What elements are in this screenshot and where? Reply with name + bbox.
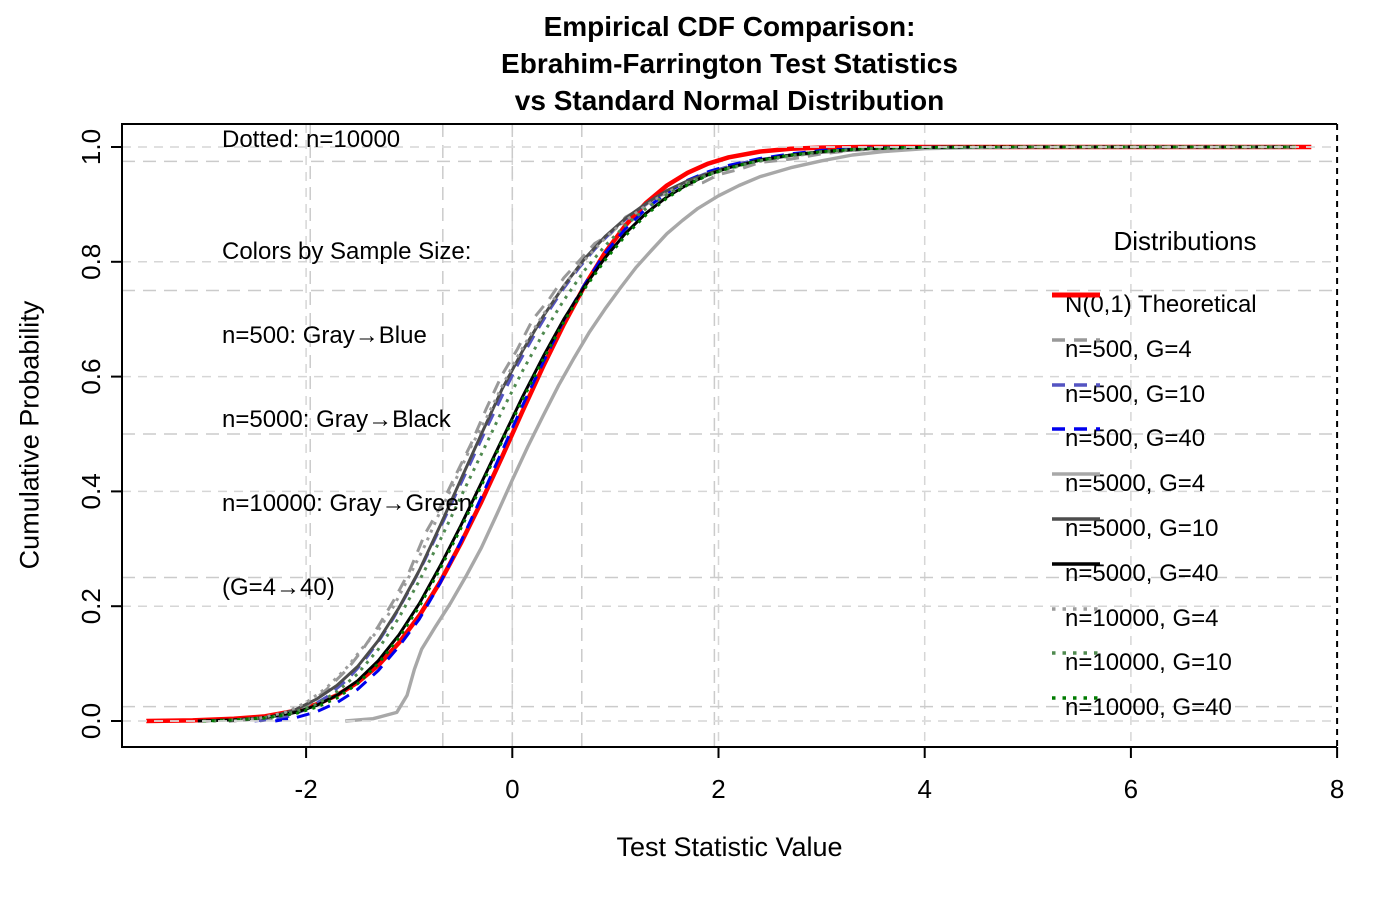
legend-item-n5000_g40: n=5000, G=40 <box>1052 559 1218 589</box>
x-tick-label: -2 <box>295 774 318 804</box>
chart-title-line3: vs Standard Normal Distribution <box>514 85 945 116</box>
legend-item-n10000_g40: n=10000, G=40 <box>1052 693 1232 723</box>
chart-title-line2: Ebrahim-Farrington Test Statistics <box>501 48 958 79</box>
legend-swatch-solid <box>1052 292 1100 298</box>
legend-item-label: n=500, G=10 <box>1065 380 1206 408</box>
legend-item-n10000_g4: n=10000, G=4 <box>1052 604 1218 634</box>
x-tick-label: 8 <box>1330 774 1344 804</box>
legend-swatch-dashed <box>1052 338 1100 342</box>
legend-item-label: n=10000, G=10 <box>1065 649 1232 677</box>
legend-item-n10000_g10: n=10000, G=10 <box>1052 648 1232 678</box>
y-tick-label: 0.4 <box>76 473 106 509</box>
annotation-color-key-line5: (G=4→40) <box>222 574 335 601</box>
legend-item-n500_g4: n=500, G=4 <box>1052 335 1192 365</box>
annotation-color-key-line1: Colors by Sample Size: <box>222 238 472 265</box>
legend-swatch-dotted <box>1052 651 1100 656</box>
annotation-color-key-line2: n=500: Gray→Blue <box>222 322 427 349</box>
legend-item-label: n=10000, G=4 <box>1065 604 1219 632</box>
cdf-curve-n10000_g10 <box>213 145 1296 723</box>
x-axis-title: Test Statistic Value <box>616 832 843 862</box>
legend-swatch-dashed <box>1052 382 1100 387</box>
y-axis-title: Cumulative Probability <box>14 300 45 570</box>
y-tick-label: 0.0 <box>76 703 106 739</box>
annotation-color-key-line3: n=5000: Gray→Black <box>222 406 451 433</box>
y-tick-label: 1.0 <box>76 129 106 165</box>
y-tick-label: 0.2 <box>76 588 106 624</box>
cdf-curve-n5000_g4 <box>345 145 1296 723</box>
legend-item-n500_g10: n=500, G=10 <box>1052 380 1205 410</box>
annotation-dotted-note: Dotted: n=10000 <box>222 126 401 153</box>
annotation-color-key: Colors by Sample Size: n=500: Gray→Blue … <box>222 182 472 658</box>
legend-swatch-dotted <box>1052 606 1100 611</box>
legend-swatch-dotted <box>1052 696 1100 700</box>
legend-item-theoretical: N(0,1) Theoretical <box>1052 290 1257 320</box>
legend-item-n5000_g10: n=5000, G=10 <box>1052 514 1218 544</box>
legend-item-n5000_g4: n=5000, G=4 <box>1052 469 1205 499</box>
x-tick-label: 4 <box>917 774 931 804</box>
legend-swatch-solid <box>1052 562 1100 566</box>
legend-swatch-dashed <box>1052 427 1100 432</box>
annotation-color-key-line4: n=10000: Gray→Green <box>222 490 473 517</box>
legend-swatch-solid <box>1052 472 1100 476</box>
legend-swatch-solid <box>1052 517 1100 521</box>
legend-item-label: n=10000, G=40 <box>1065 694 1232 722</box>
legend-title: Distributions <box>1113 226 1257 256</box>
cdf-curve-n500_g4 <box>259 145 1296 723</box>
chart-title-line1: Empirical CDF Comparison: <box>543 11 916 42</box>
legend-item-label: n=500, G=40 <box>1065 425 1206 453</box>
chart-title: Empirical CDF Comparison: Ebrahim-Farrin… <box>122 8 1337 119</box>
plot-box <box>121 123 1337 748</box>
x-tick-label: 2 <box>711 774 725 804</box>
legend: Distributions N(0,1) Theoretical n=500, G… <box>1045 226 1355 721</box>
cdf-curve-n10000_g40 <box>202 145 1296 723</box>
x-tick-label: 6 <box>1124 774 1138 804</box>
legend-item-n500_g40: n=500, G=40 <box>1052 424 1205 454</box>
y-tick-label: 0.8 <box>76 244 106 280</box>
y-tick-label: 0.6 <box>76 359 106 395</box>
x-tick-label: 0 <box>505 774 519 804</box>
